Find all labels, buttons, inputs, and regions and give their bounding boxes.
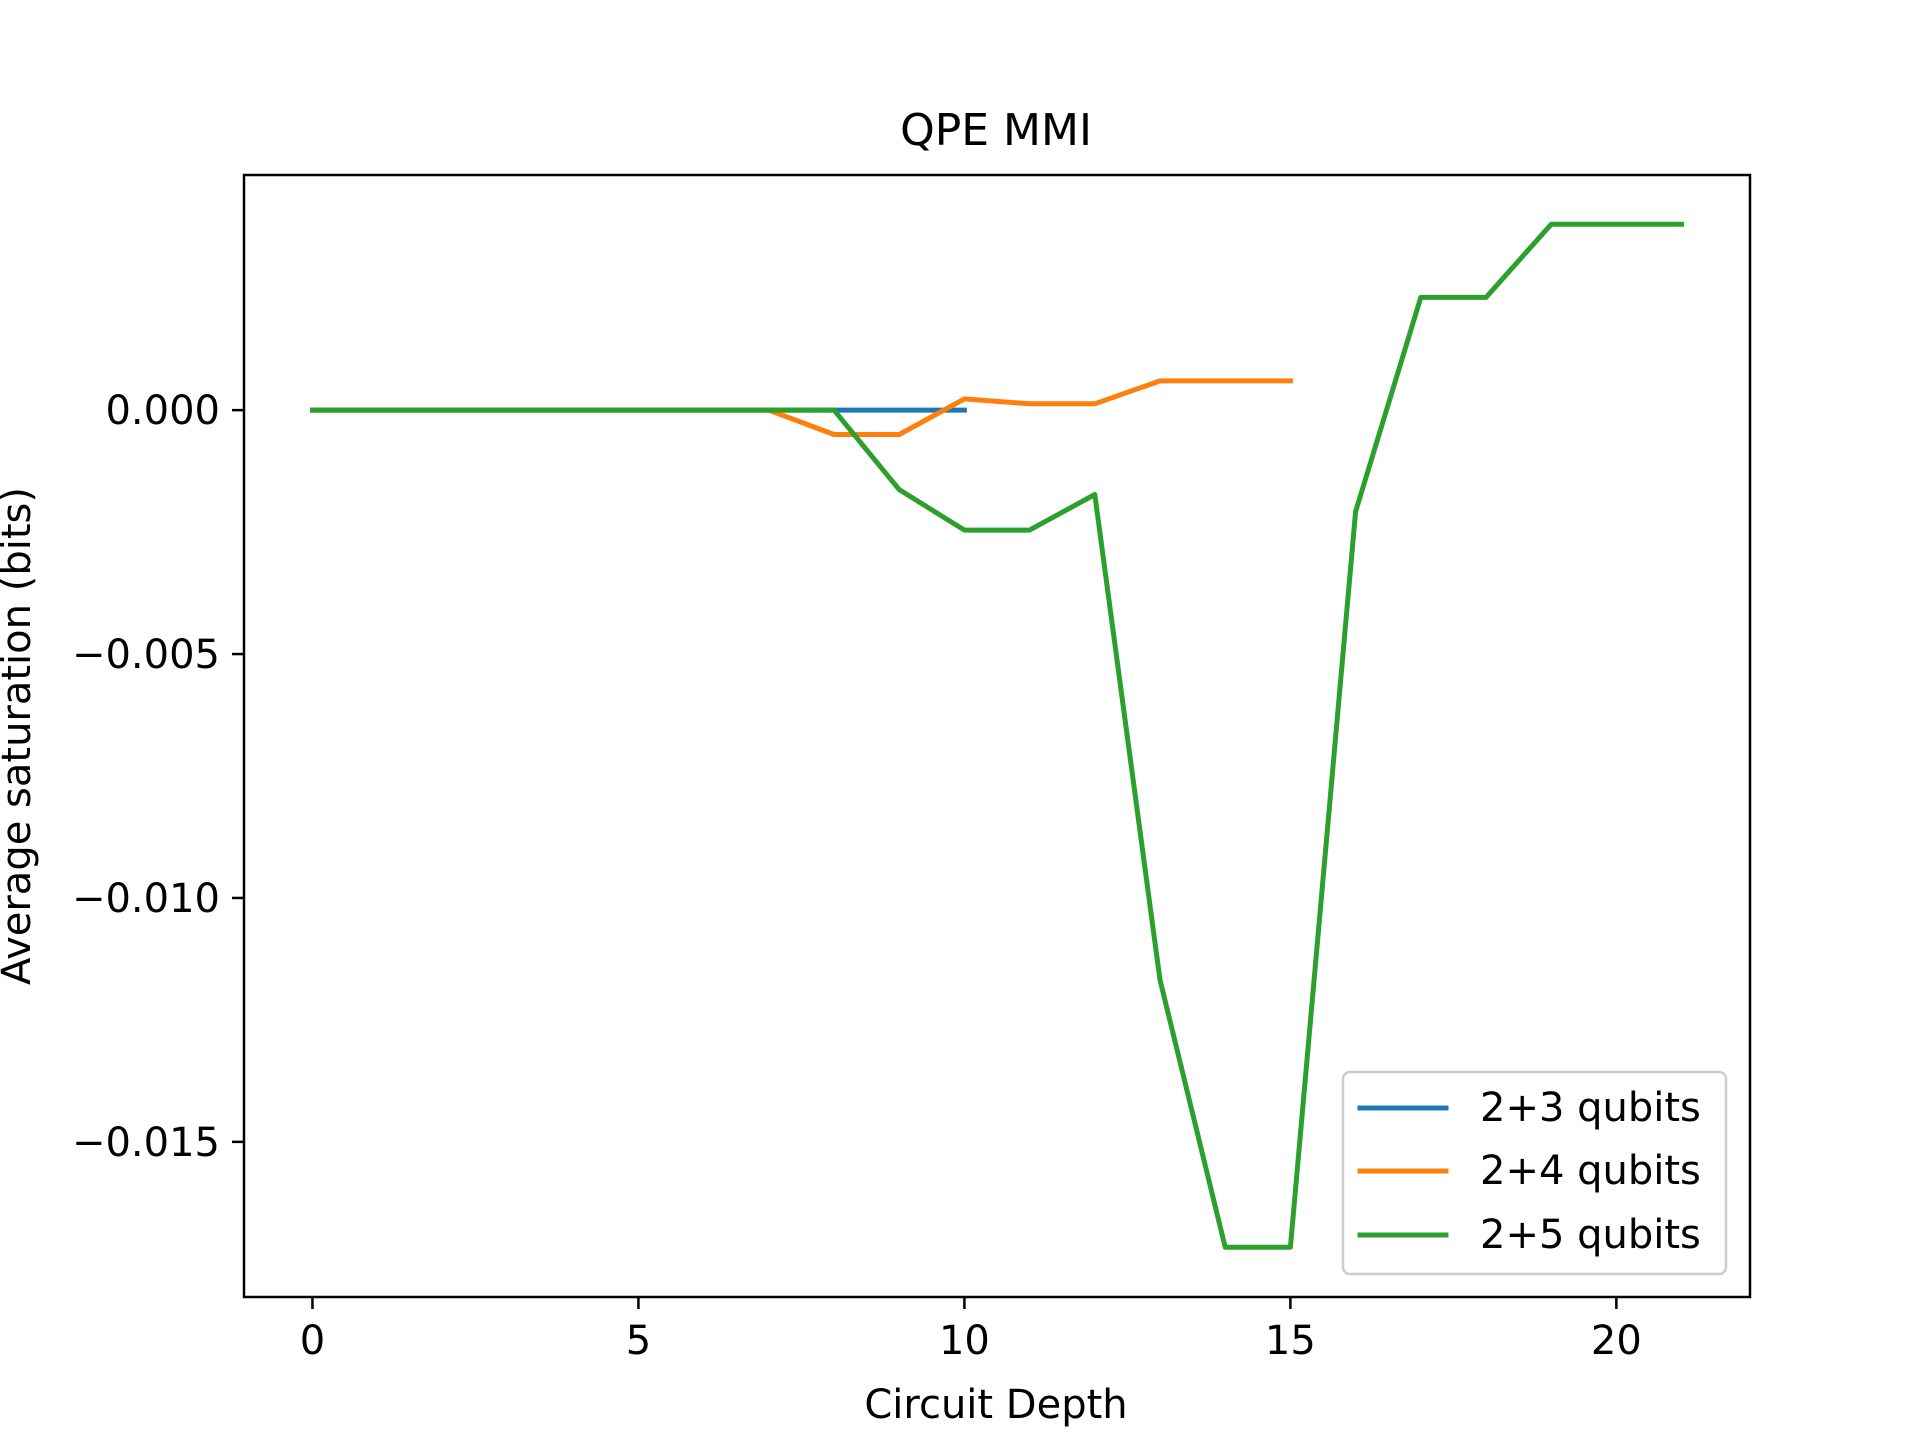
x-tick-label: 5 <box>626 1318 651 1364</box>
x-tick-label: 0 <box>300 1318 325 1364</box>
legend-label-2+4: 2+4 qubits <box>1480 1148 1701 1194</box>
legend: 2+3 qubits 2+4 qubits 2+5 qubits <box>1341 1070 1728 1276</box>
series-line-2+5-qubits <box>310 221 1684 1250</box>
x-axis-ticks: 0 5 10 15 20 <box>300 1297 1642 1364</box>
chart-title: QPE MMI <box>900 105 1092 156</box>
y-tick-label: −0.010 <box>72 876 220 922</box>
plot-lines <box>310 221 1684 1250</box>
y-axis-ticks: 0.000 −0.005 −0.010 −0.015 <box>72 388 244 1166</box>
x-tick-label: 15 <box>1265 1318 1316 1364</box>
x-tick-label: 20 <box>1591 1318 1642 1364</box>
legend-label-2+5: 2+5 qubits <box>1480 1212 1701 1258</box>
legend-frame <box>1341 1070 1728 1276</box>
x-axis-label: Circuit Depth <box>864 1382 1127 1428</box>
legend-label-2+3: 2+3 qubits <box>1480 1085 1701 1131</box>
y-tick-label: −0.005 <box>72 632 220 678</box>
y-tick-label: 0.000 <box>105 388 220 434</box>
x-tick-label: 10 <box>939 1318 990 1364</box>
plot-area-frame <box>242 173 1752 1299</box>
y-tick-label: −0.015 <box>72 1120 220 1166</box>
y-axis-label: Average saturation (bits) <box>0 487 40 985</box>
